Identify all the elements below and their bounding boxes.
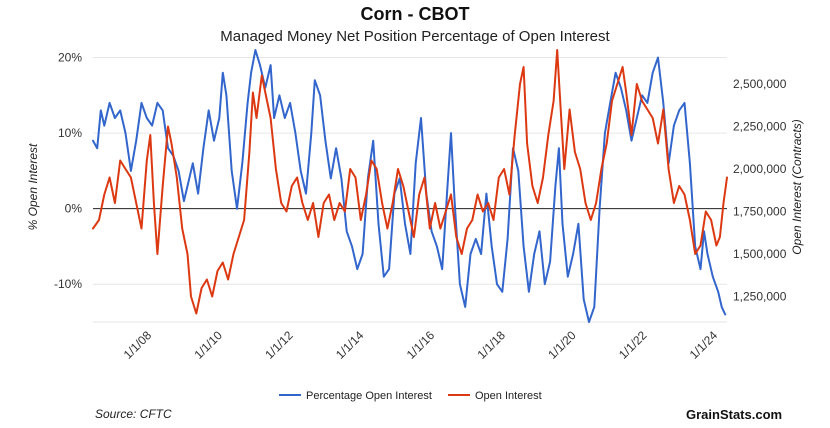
x-tick-label: 1/1/10	[191, 328, 225, 362]
x-tick-label: 1/1/20	[545, 328, 579, 362]
x-tick-label: 1/1/12	[262, 328, 296, 362]
series-line-open-interest	[92, 49, 728, 315]
left-axis-ticks: 20% 10% 0% -10%	[54, 51, 82, 292]
series-layer	[92, 49, 728, 323]
chart-subtitle: Managed Money Net Position Percentage of…	[220, 28, 610, 45]
chart-title: Corn - CBOT	[360, 4, 470, 24]
right-tick-label: 2,500,000	[733, 77, 787, 91]
x-tick-label: 1/1/16	[404, 328, 438, 362]
right-axis-title: Open Interest (Contracts)	[790, 119, 804, 254]
x-tick-label: 1/1/18	[475, 328, 509, 362]
right-tick-label: 2,250,000	[733, 120, 787, 134]
right-tick-label: 2,000,000	[733, 162, 787, 176]
legend-label-percentage: Percentage Open Interest	[306, 390, 432, 402]
legend-label-open-interest: Open Interest	[475, 390, 542, 402]
x-tick-label: 1/1/22	[616, 328, 650, 362]
x-tick-label: 1/1/14	[333, 328, 367, 362]
x-axis-ticks: 1/1/08 1/1/10 1/1/12 1/1/14 1/1/16 1/1/18 1/1/…	[121, 328, 721, 362]
right-tick-label: 1,750,000	[733, 205, 787, 219]
right-axis-ticks: 2,500,000 2,250,000 2,000,000 1,750,000 1,50…	[733, 77, 787, 304]
left-tick-label: 10%	[58, 126, 82, 140]
left-tick-label: 20%	[58, 51, 82, 65]
left-tick-label: -10%	[54, 277, 82, 291]
legend: Percentage Open Interest Open Interest	[279, 390, 542, 402]
grid-layer	[93, 57, 727, 323]
source-label: Source: CFTC	[95, 407, 172, 421]
brand-label: GrainStats.com	[686, 407, 783, 422]
left-tick-label: 0%	[65, 202, 83, 216]
series-line-percentage-open-interest	[92, 49, 727, 323]
x-tick-label: 1/1/08	[121, 328, 155, 362]
left-axis-title: % Open Interest	[26, 143, 40, 230]
x-tick-label: 1/1/24	[687, 328, 721, 362]
right-tick-label: 1,250,000	[733, 290, 787, 304]
right-tick-label: 1,500,000	[733, 247, 787, 261]
